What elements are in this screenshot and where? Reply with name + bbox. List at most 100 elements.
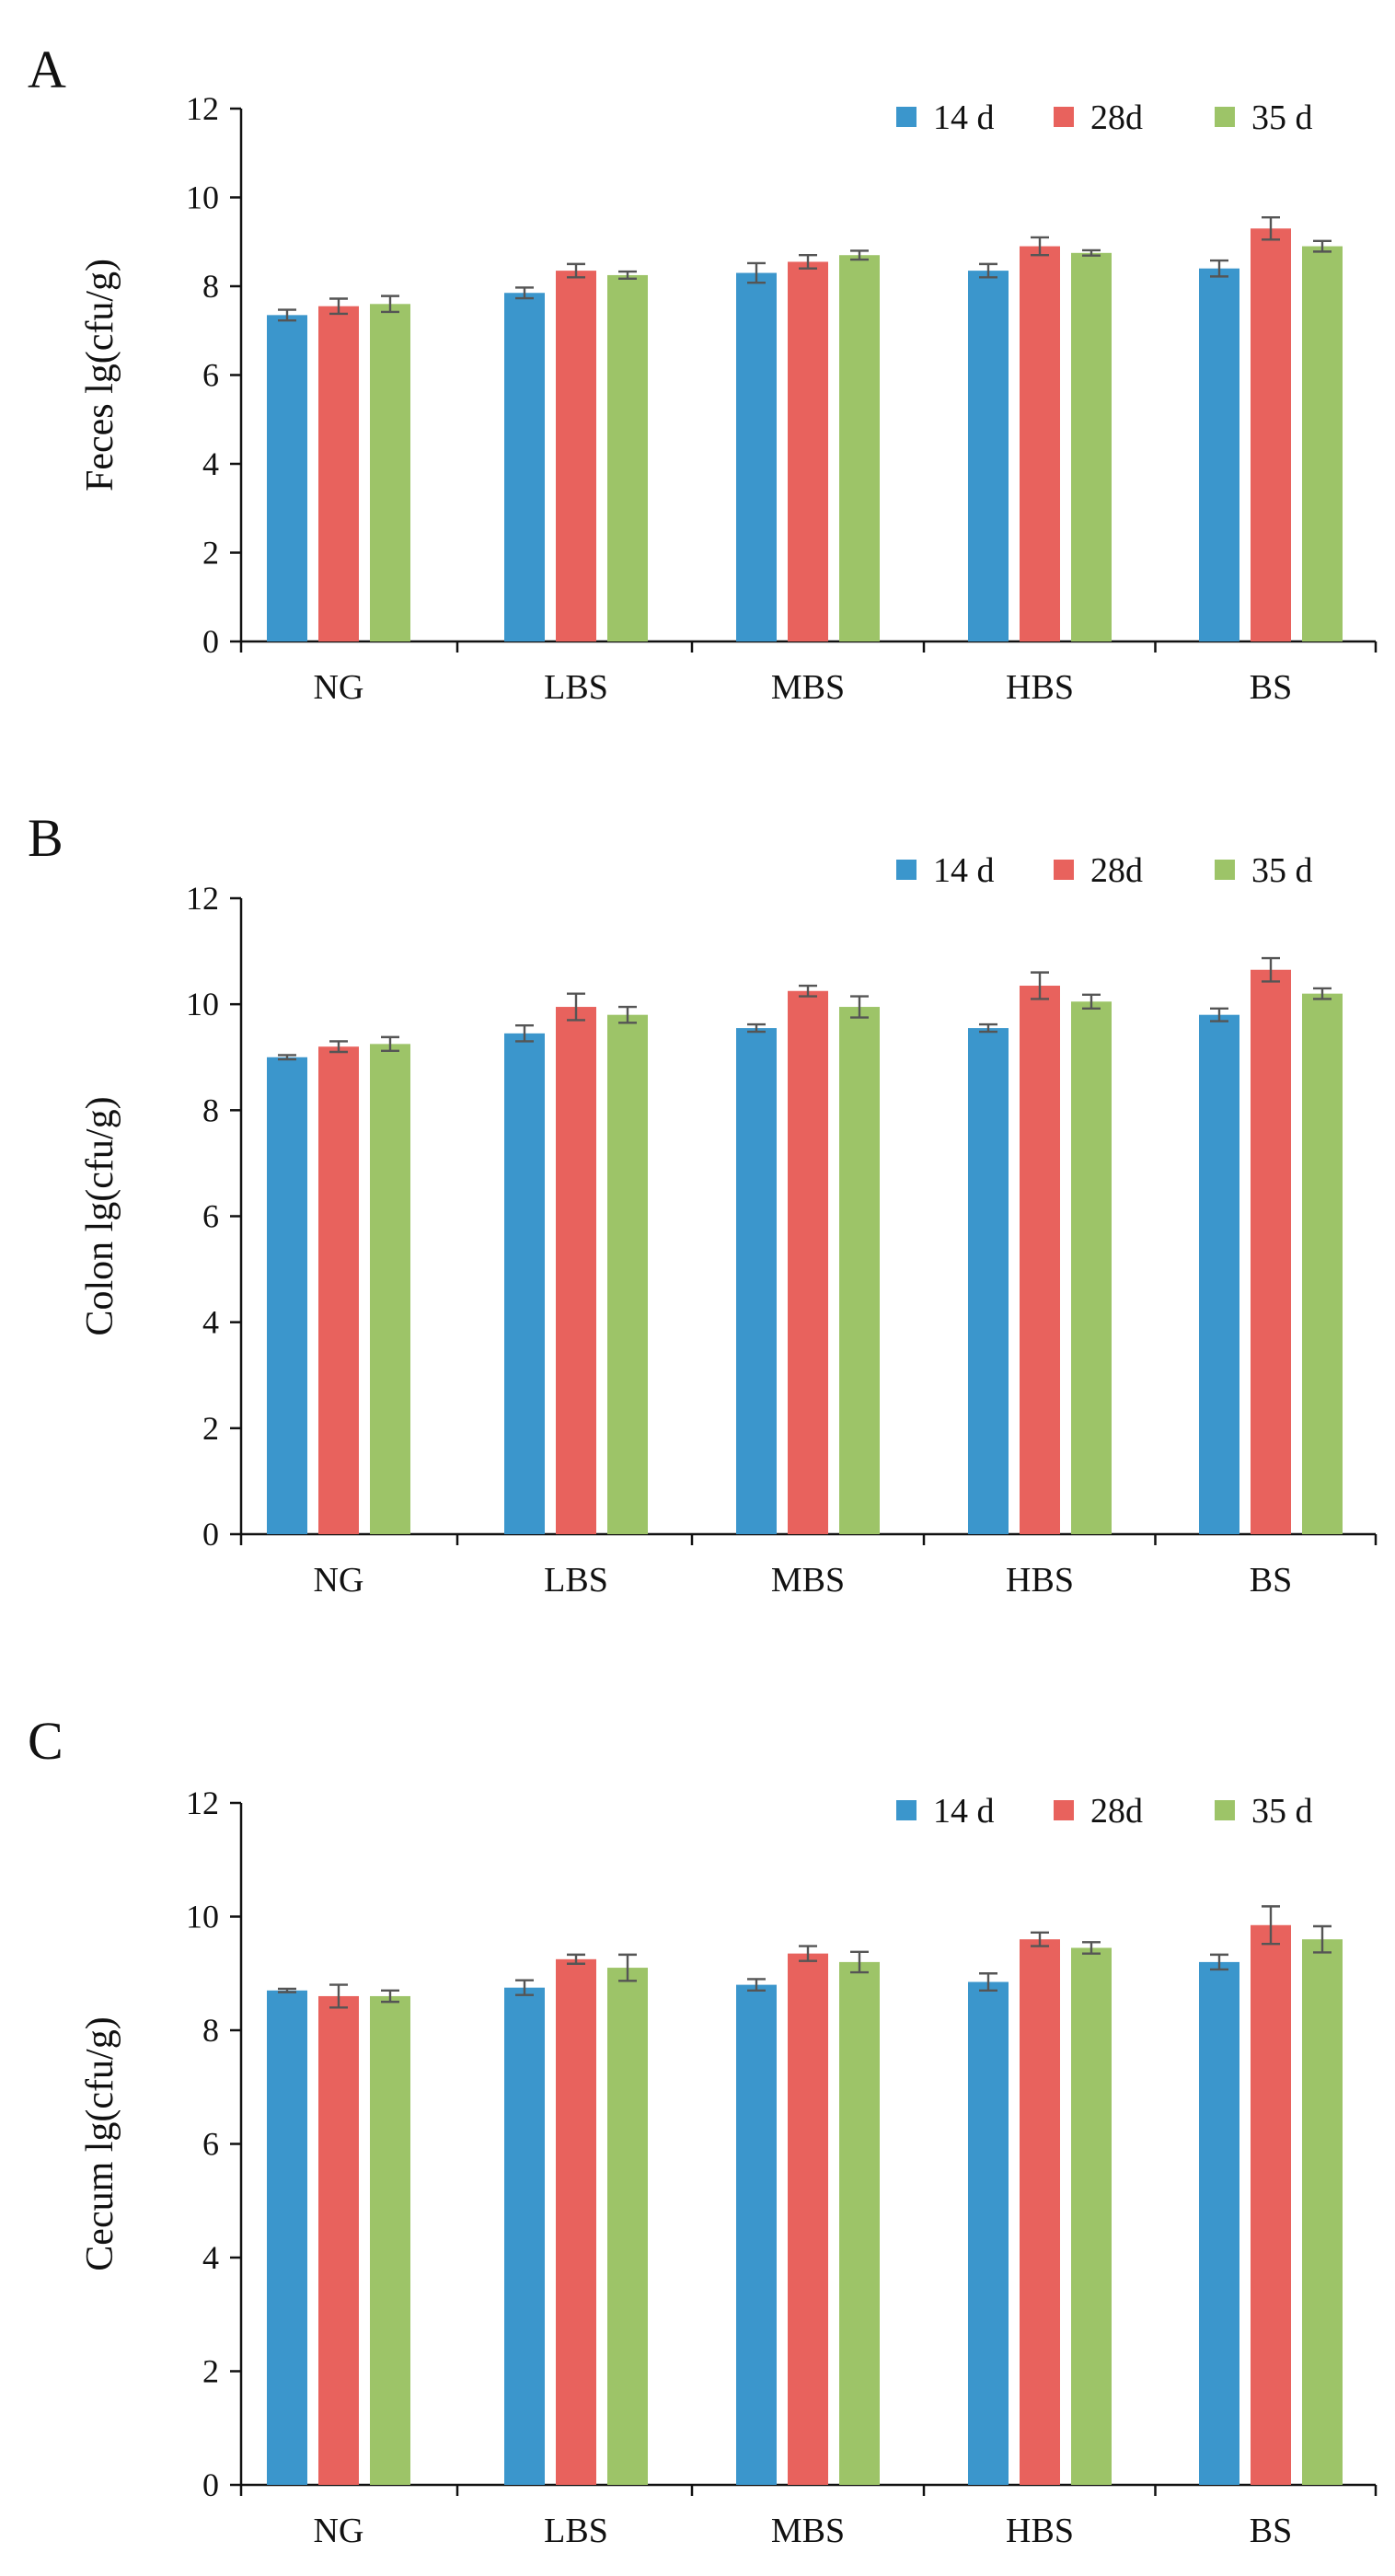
bar — [504, 1033, 545, 1534]
y-tick-label: 4 — [202, 445, 219, 482]
x-tick-label: NG — [314, 1561, 364, 1600]
legend-label: 14 d — [933, 851, 995, 890]
y-axis-label: Cecum lg(cfu/g) — [79, 2016, 121, 2270]
x-tick-label: LBS — [544, 1561, 608, 1600]
bar — [267, 315, 307, 641]
bar — [1251, 1924, 1291, 2485]
legend-swatch — [1215, 107, 1235, 127]
y-tick-label: 0 — [202, 2466, 219, 2503]
panel-label: B — [28, 808, 63, 868]
bar — [556, 1958, 596, 2485]
bar — [370, 1995, 410, 2485]
x-tick-label: MBS — [771, 668, 845, 707]
y-tick-label: 2 — [202, 2353, 219, 2390]
bar — [267, 1057, 307, 1534]
bar — [1071, 1947, 1112, 2485]
panel-c: C Cecum lg(cfu/g) 0 2 4 6 8 10 12 NG LBS MBS HBS BS 14… — [28, 1711, 1378, 2550]
x-tick-label: HBS — [1006, 1561, 1074, 1600]
legend-swatch — [1054, 860, 1074, 880]
x-tick-label: MBS — [771, 1561, 845, 1600]
legend-swatch — [896, 107, 917, 127]
bar — [736, 1984, 777, 2485]
y-tick-label: 6 — [202, 357, 219, 394]
bar — [556, 271, 596, 641]
x-tick-label: BS — [1250, 1561, 1292, 1600]
y-axis-label: Colon lg(cfu/g) — [79, 1096, 121, 1335]
panel-a: A Feces lg(cfu/g) 0 2 4 6 8 10 12 NG LBS MBS HBS BS 14… — [28, 40, 1378, 707]
bar — [1020, 1939, 1060, 2485]
x-tick-label: LBS — [544, 2512, 608, 2550]
legend-swatch — [1054, 1800, 1074, 1820]
bar — [968, 1028, 1009, 1534]
bar — [318, 1046, 359, 1534]
y-tick-label: 2 — [202, 1410, 219, 1447]
bar — [839, 1961, 880, 2485]
legend-label: 35 d — [1251, 98, 1313, 137]
y-tick-label: 4 — [202, 2239, 219, 2276]
legend-label: 28d — [1090, 851, 1143, 890]
bar — [968, 271, 1009, 641]
y-tick-label: 8 — [202, 1092, 219, 1128]
bar — [1199, 268, 1239, 641]
bar — [504, 1987, 545, 2485]
bar — [839, 1007, 880, 1534]
panel-label: C — [28, 1711, 63, 1771]
bar — [318, 1995, 359, 2485]
y-tick-label: 4 — [202, 1304, 219, 1341]
bar — [1251, 228, 1291, 641]
bar — [1199, 1961, 1239, 2485]
bar — [318, 306, 359, 641]
y-tick-label: 0 — [202, 1516, 219, 1553]
bar — [1071, 1001, 1112, 1534]
y-tick-label: 10 — [186, 986, 219, 1022]
bar — [607, 274, 648, 641]
bar — [556, 1007, 596, 1534]
x-tick-label: HBS — [1006, 2512, 1074, 2550]
y-tick-label: 8 — [202, 268, 219, 305]
bar — [1020, 986, 1060, 1534]
y-tick-label: 10 — [186, 1899, 219, 1935]
bar — [607, 1968, 648, 2485]
legend-label: 14 d — [933, 98, 995, 137]
x-tick-label: NG — [314, 668, 364, 707]
y-tick-label: 8 — [202, 2012, 219, 2049]
legend-swatch — [1215, 860, 1235, 880]
bar — [736, 272, 777, 641]
bar — [788, 990, 828, 1534]
legend-label: 28d — [1090, 98, 1143, 137]
x-tick-label: BS — [1250, 668, 1292, 707]
bar — [839, 255, 880, 641]
x-tick-label: LBS — [544, 668, 608, 707]
legend-swatch — [896, 860, 917, 880]
legend-swatch — [1054, 107, 1074, 127]
legend-label: 35 d — [1251, 851, 1313, 890]
panel-b: B Colon lg(cfu/g) 0 2 4 6 8 10 12 NG LBS MBS HBS BS 14… — [28, 808, 1378, 1600]
y-tick-label: 12 — [186, 880, 219, 917]
bar — [1251, 969, 1291, 1534]
bar — [267, 1990, 307, 2485]
bar — [1020, 246, 1060, 641]
bar — [370, 1044, 410, 1534]
bar — [788, 261, 828, 641]
legend-label: 35 d — [1251, 1792, 1313, 1831]
legend-label: 14 d — [933, 1792, 995, 1831]
bar — [1071, 252, 1112, 641]
bar — [607, 1014, 648, 1534]
legend-swatch — [896, 1800, 917, 1820]
y-tick-label: 12 — [186, 1785, 219, 1821]
bar — [504, 293, 545, 641]
y-tick-label: 6 — [202, 2126, 219, 2163]
bar — [1302, 246, 1343, 641]
panel-label: A — [28, 40, 66, 99]
x-tick-label: HBS — [1006, 668, 1074, 707]
y-tick-label: 10 — [186, 179, 219, 216]
bar — [1199, 1014, 1239, 1534]
y-axis-label: Feces lg(cfu/g) — [79, 259, 121, 491]
bar — [1302, 1939, 1343, 2485]
bar — [736, 1028, 777, 1534]
x-tick-label: MBS — [771, 2512, 845, 2550]
bar — [370, 304, 410, 641]
legend-label: 28d — [1090, 1792, 1143, 1831]
legend-swatch — [1215, 1800, 1235, 1820]
